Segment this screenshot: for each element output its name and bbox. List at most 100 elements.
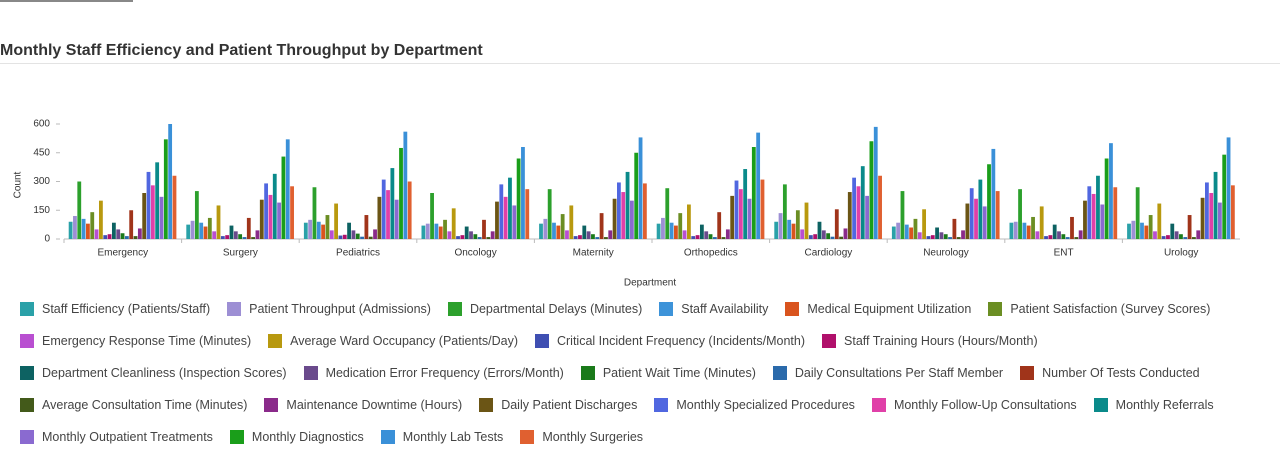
- bar: [808, 235, 813, 239]
- bar: [625, 171, 630, 239]
- legend-item[interactable]: Patient Throughput (Admissions): [227, 300, 431, 318]
- bar: [1083, 200, 1087, 239]
- legend-swatch: [871, 398, 886, 412]
- bar: [1065, 237, 1070, 239]
- bar: [1140, 222, 1144, 239]
- bar: [661, 217, 665, 239]
- legend-swatch: [229, 430, 244, 444]
- legend-item[interactable]: Critical Incident Frequency (Incidents/M…: [534, 332, 806, 350]
- legend-item[interactable]: Patient Wait Time (Minutes): [580, 364, 756, 382]
- bar: [1018, 189, 1022, 239]
- legend-item[interactable]: Staff Efficiency (Patients/Staff): [20, 300, 210, 318]
- bar: [708, 234, 713, 239]
- bar: [956, 237, 961, 239]
- bar: [303, 222, 308, 239]
- bar: [447, 231, 452, 239]
- legend-item[interactable]: Monthly Diagnostics: [229, 428, 364, 446]
- bar: [281, 156, 286, 239]
- legend-item[interactable]: Patient Satisfaction (Survey Scores): [988, 300, 1210, 318]
- legend-label: Medication Error Frequency (Errors/Month…: [325, 366, 564, 380]
- legend-item[interactable]: Average Ward Occupancy (Patients/Day): [268, 332, 518, 350]
- bar: [1161, 236, 1166, 239]
- bar: [351, 230, 356, 239]
- legend-label: Emergency Response Time (Minutes): [42, 334, 252, 348]
- bar: [386, 190, 390, 239]
- bar: [904, 224, 909, 239]
- bar: [172, 175, 177, 239]
- legend-item[interactable]: Average Consultation Time (Minutes): [20, 396, 247, 414]
- bar: [778, 213, 783, 239]
- legend-item[interactable]: Monthly Follow-Up Consultations: [871, 396, 1077, 414]
- bar: [1026, 225, 1031, 239]
- bar: [1087, 186, 1092, 239]
- legend-label: Monthly Diagnostics: [251, 430, 364, 444]
- bar: [669, 222, 674, 239]
- bar: [1131, 220, 1136, 239]
- legend-label: Number Of Tests Conducted: [1042, 366, 1200, 380]
- legend-swatch: [20, 430, 34, 444]
- legend-swatch: [659, 302, 674, 316]
- legend-swatch: [785, 302, 800, 316]
- bar: [508, 177, 512, 239]
- legend-item[interactable]: Monthly Lab Tests: [380, 428, 503, 446]
- legend-label: Monthly Surgeries: [542, 430, 644, 444]
- y-axis-label: Count: [13, 171, 24, 198]
- bar: [290, 186, 294, 239]
- legend-swatch: [534, 334, 549, 348]
- bar: [1070, 216, 1074, 239]
- bar: [751, 147, 756, 239]
- legend-swatch: [654, 398, 669, 412]
- legend-label: Critical Incident Frequency (Incidents/M…: [556, 334, 806, 348]
- bar: [834, 209, 839, 239]
- legend-item[interactable]: Staff Availability: [659, 300, 768, 318]
- legend-item[interactable]: Medication Error Frequency (Errors/Month…: [303, 364, 564, 382]
- bar: [421, 225, 426, 239]
- bar: [499, 184, 504, 239]
- legend-item[interactable]: Monthly Outpatient Treatments: [20, 428, 213, 446]
- x-tick-label: Surgery: [223, 248, 258, 259]
- bar: [377, 196, 382, 239]
- bar: [860, 166, 865, 239]
- legend-item[interactable]: Number Of Tests Conducted: [1020, 364, 1200, 382]
- bar: [1179, 234, 1183, 239]
- legend-item[interactable]: Monthly Specialized Procedures: [654, 396, 855, 414]
- bar: [1013, 221, 1018, 239]
- bar: [399, 147, 403, 239]
- bar: [1109, 143, 1113, 239]
- bar: [460, 235, 465, 239]
- legend-item[interactable]: Staff Training Hours (Hours/Month): [822, 332, 1038, 350]
- legend-label: Monthly Follow-Up Consultations: [893, 398, 1077, 412]
- bar: [403, 131, 408, 239]
- bar: [486, 237, 491, 239]
- legend-item[interactable]: Department Cleanliness (Inspection Score…: [20, 364, 287, 382]
- legend-label: Staff Efficiency (Patients/Staff): [42, 302, 211, 316]
- bar: [360, 236, 364, 239]
- legend-item[interactable]: Emergency Response Time (Minutes): [20, 332, 251, 350]
- bar: [896, 222, 901, 239]
- bar: [111, 222, 116, 239]
- legend-item[interactable]: Maintenance Downtime (Hours): [264, 396, 462, 414]
- legend-label: Department Cleanliness (Inspection Score…: [42, 366, 287, 380]
- legend-item[interactable]: Departmental Delays (Minutes): [447, 300, 642, 318]
- bar: [791, 223, 796, 239]
- bar: [869, 141, 874, 239]
- bar: [787, 219, 792, 239]
- bar: [255, 230, 260, 239]
- bar: [368, 236, 373, 239]
- legend-item[interactable]: Monthly Surgeries: [520, 428, 643, 446]
- legend-swatch: [303, 366, 318, 380]
- legend-item[interactable]: Daily Consultations Per Staff Member: [772, 364, 1003, 382]
- bar: [1205, 182, 1209, 239]
- bar: [578, 235, 582, 239]
- legend-item[interactable]: Monthly Referrals: [1093, 396, 1214, 414]
- tab-indicator: [0, 0, 133, 2]
- bar: [826, 233, 831, 239]
- bar: [207, 217, 212, 239]
- legend-item[interactable]: Medical Equipment Utilization: [785, 300, 971, 318]
- legend-item[interactable]: Daily Patient Discharges: [479, 396, 637, 414]
- bar: [407, 181, 412, 239]
- bar: [721, 237, 726, 239]
- bar: [199, 222, 204, 239]
- bar: [1031, 216, 1035, 239]
- bar: [451, 208, 456, 239]
